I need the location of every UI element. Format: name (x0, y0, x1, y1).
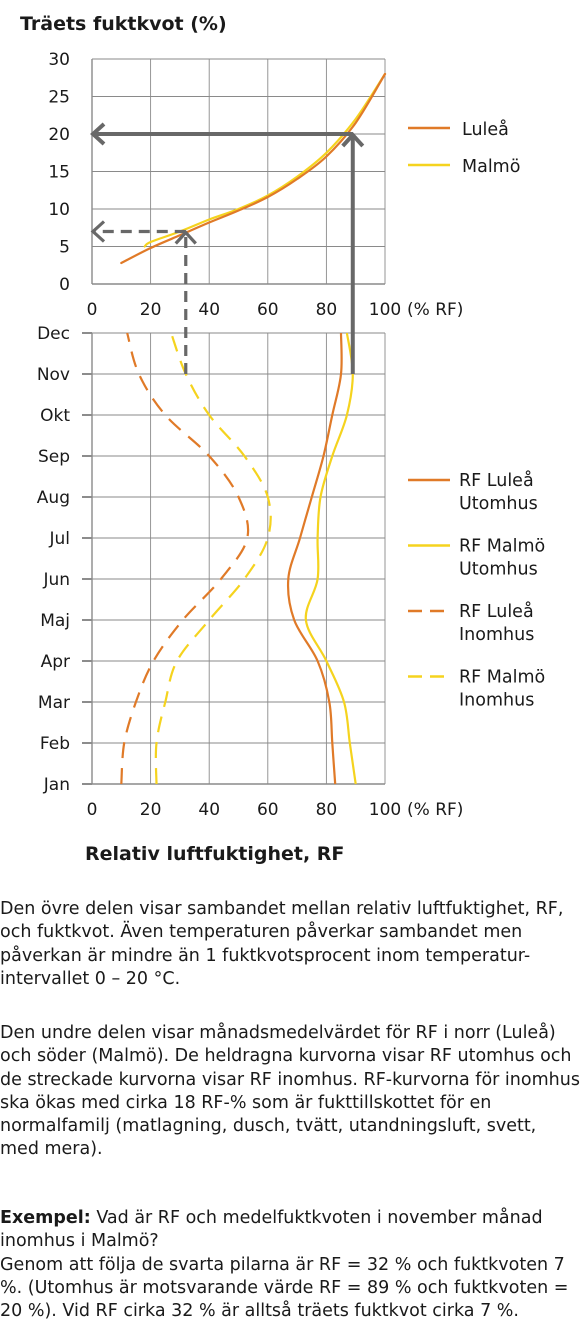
top-x-tick-label: 80 (316, 300, 338, 320)
description-paragraph-1: Den övre delen visar sambandet mellan re… (0, 899, 564, 989)
bottom-x-tick-label: 60 (257, 800, 279, 820)
top-y-tick-label: 25 (48, 88, 70, 108)
bottom-month-label: Jan (43, 775, 70, 795)
bottom-month-label: Okt (40, 406, 70, 426)
bottom-x-tick-label: 20 (140, 800, 162, 820)
bottom-legend-label-line1: RF Luleå (459, 601, 534, 622)
top-chart-title: Träets fuktkvot (%) (20, 13, 227, 35)
bottom-x-tick-label: 100 (369, 800, 401, 820)
bottom-legend: RF Luleå Utomhus RF Malmö Utomhus RF Luleå In… (408, 470, 545, 711)
bottom-x-tick-label: 0 (87, 800, 98, 820)
solid-arrow-left-head (90, 122, 106, 146)
top-y-tick-label: 10 (48, 200, 70, 220)
bottom-legend-label-line2: Inomhus (459, 625, 534, 645)
bottom-month-label: Aug (37, 488, 70, 508)
bottom-legend-label-line1: RF Malmö (459, 537, 545, 557)
example-arrows (90, 122, 365, 374)
top-legend-label: Malmö (462, 157, 520, 177)
bottom-month-label: Dec (37, 324, 70, 344)
bottom-series-line-1 (304, 332, 357, 785)
bottom-x-unit-label: (% RF) (407, 800, 463, 820)
bottom-month-label: Apr (41, 652, 70, 672)
top-x-tick-label: 20 (140, 300, 162, 320)
top-series-line-malmö (143, 72, 387, 248)
top-x-tick-label: 40 (198, 300, 220, 320)
top-x-tick-label: 60 (257, 300, 279, 320)
example-paragraph: Exempel: Vad är RF och medelfuktkvoten i… (0, 1207, 580, 1323)
top-legend: Luleå Malmö (408, 119, 520, 177)
bottom-month-label: Mar (38, 693, 70, 713)
dashed-arrow-left-head (90, 220, 106, 243)
top-y-tick-label: 15 (48, 163, 70, 183)
bottom-legend-label-line2: Inomhus (459, 691, 534, 711)
bottom-month-label: Nov (37, 365, 70, 385)
bottom-x-tick-label: 80 (316, 800, 338, 820)
top-y-tick-label: 5 (59, 238, 70, 258)
bottom-x-tick-label: 40 (198, 800, 220, 820)
bottom-month-label: Jul (48, 529, 70, 549)
bottom-legend-label-line2: Utomhus (459, 494, 538, 514)
bottom-series-line-3 (154, 332, 272, 785)
example-answer: Genom att följa de svarta pilarna är RF … (0, 1254, 569, 1322)
bottom-month-label: Maj (40, 611, 70, 631)
bottom-series-line-0 (286, 332, 343, 785)
top-y-tick-label: 20 (48, 125, 70, 145)
bottom-month-label: Sep (38, 447, 70, 467)
top-plot: 0 5 10 15 20 25 30 0 20 40 60 80 100 (% RF) (48, 50, 463, 320)
top-y-tick-label: 30 (48, 50, 70, 70)
top-x-tick-label: 0 (87, 300, 98, 320)
example-question: Vad är RF och medelfuktkvoten i november… (0, 1208, 543, 1252)
bottom-legend-label-line2: Utomhus (459, 560, 538, 580)
bottom-month-label: Feb (40, 734, 70, 754)
top-series-line-luleå (120, 72, 387, 265)
bottom-legend-label-line1: RF Malmö (459, 668, 545, 688)
top-x-unit-label: (% RF) (407, 300, 463, 320)
top-y-tick-label: 0 (59, 275, 70, 295)
moisture-chart: Träets fuktkvot (%) 0 5 10 15 20 25 30 0 20 40 60 8… (20, 13, 545, 865)
description-paragraph-2: Den undre delen visar månadsmedelvärdet … (0, 1023, 580, 1160)
bottom-month-label: Jun (42, 570, 70, 590)
example-label: Exempel: (0, 1208, 91, 1228)
bottom-plot: Jan Feb Mar Apr Maj Jun Jul Aug Sep Okt Nov Dec 0 20 4… (37, 324, 464, 820)
bottom-x-axis-title: Relativ luftfuktighet, RF (85, 843, 344, 865)
top-x-tick-label: 100 (369, 300, 401, 320)
bottom-series-line-2 (120, 332, 250, 785)
bottom-legend-label-line1: RF Luleå (459, 470, 534, 491)
top-legend-label: Luleå (462, 119, 509, 140)
